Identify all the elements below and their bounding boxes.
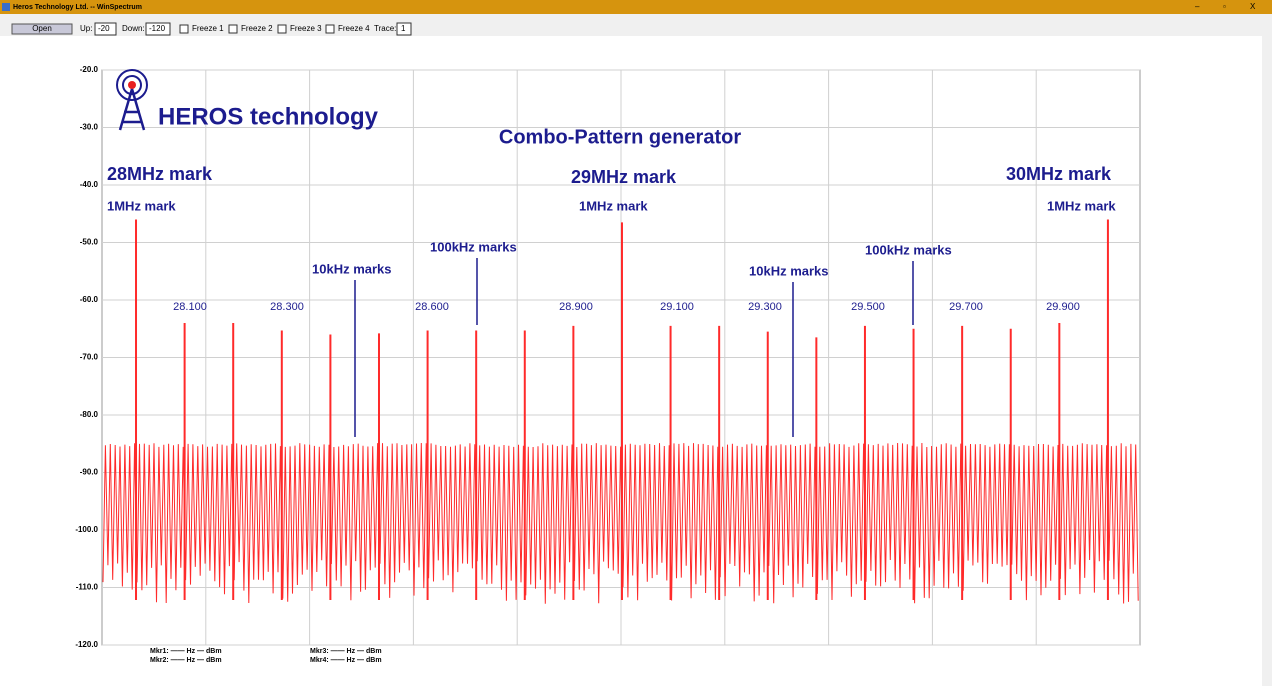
y-tick-label: -100.0	[75, 525, 98, 534]
minimize[interactable]: –	[1195, 2, 1200, 11]
y-tick-label: -20.0	[80, 65, 99, 74]
freeze-checkbox[interactable]	[277, 24, 287, 34]
y-tick-label: -110.0	[76, 583, 99, 592]
down-value: -120	[149, 24, 166, 33]
marker-readout: Mkr1: —— Hz — dBm	[150, 648, 222, 655]
annotation: 1MHz mark	[107, 198, 176, 213]
freq-label: 29.700	[949, 301, 983, 313]
freq-label: 29.900	[1046, 301, 1080, 313]
down-input[interactable]	[145, 22, 171, 36]
annotation: 100kHz marks	[430, 239, 517, 254]
trace-value: 1	[401, 24, 406, 33]
y-tick-label: -80.0	[80, 410, 99, 419]
freeze-checkbox[interactable]	[228, 24, 238, 34]
freq-label: 29.500	[851, 301, 885, 313]
trace-input[interactable]	[396, 22, 412, 36]
logo-text: HEROS technology	[158, 103, 379, 130]
trace-label: Trace:	[374, 24, 396, 33]
up-value: -20	[98, 24, 110, 33]
marker-readout: Mkr4: —— Hz — dBm	[310, 657, 382, 664]
annotation: 100kHz marks	[865, 242, 952, 257]
annotation: 29MHz mark	[571, 167, 677, 187]
toolbar	[0, 14, 1272, 36]
y-tick-label: -60.0	[80, 295, 99, 304]
up-label: Up:	[80, 24, 92, 33]
freq-label: 29.100	[660, 301, 694, 313]
window-title: Heros Technology Ltd. -- WinSpectrum	[13, 4, 142, 11]
annotation: 30MHz mark	[1006, 164, 1112, 184]
open-button[interactable]	[11, 23, 73, 35]
freeze-label: Freeze 4	[338, 24, 370, 33]
freq-label: 28.300	[270, 301, 304, 313]
maximize[interactable]: ▫	[1223, 2, 1226, 11]
freq-label: 28.100	[173, 301, 207, 313]
annotation: 28MHz mark	[107, 164, 213, 184]
freeze-checkbox[interactable]	[325, 24, 335, 34]
y-tick-label: -90.0	[80, 468, 99, 477]
y-tick-label: -70.0	[80, 353, 99, 362]
scrollbar	[1262, 36, 1272, 686]
freeze-label: Freeze 3	[290, 24, 322, 33]
annotation: 1MHz mark	[579, 198, 648, 213]
y-tick-label: -40.0	[80, 180, 99, 189]
title-bar	[0, 0, 1272, 14]
open-label: Open	[32, 24, 52, 33]
app-icon	[2, 3, 10, 11]
down-label: Down:	[122, 24, 145, 33]
annotation: 10kHz marks	[312, 261, 392, 276]
freq-label: 28.900	[559, 301, 593, 313]
freq-label: 29.300	[748, 301, 782, 313]
freeze-label: Freeze 2	[241, 24, 273, 33]
annotation: 10kHz marks	[749, 263, 829, 278]
logo	[116, 69, 148, 131]
noise-comb	[102, 442, 1139, 604]
marker-readout: Mkr3: —— Hz — dBm	[310, 648, 382, 655]
chart-title: Combo-Pattern generator	[499, 126, 741, 148]
y-tick-label: -120.0	[75, 640, 98, 649]
annotation-pointers	[354, 258, 914, 437]
y-tick-label: -30.0	[80, 123, 99, 132]
annotation: 1MHz mark	[1047, 198, 1116, 213]
freeze-checkbox[interactable]	[179, 24, 189, 34]
up-input[interactable]	[94, 22, 117, 36]
freeze-label: Freeze 1	[192, 24, 224, 33]
marker-readout: Mkr2: —— Hz — dBm	[150, 657, 222, 664]
freq-label: 28.600	[415, 301, 449, 313]
y-tick-label: -50.0	[80, 238, 99, 247]
close[interactable]: X	[1250, 2, 1256, 11]
